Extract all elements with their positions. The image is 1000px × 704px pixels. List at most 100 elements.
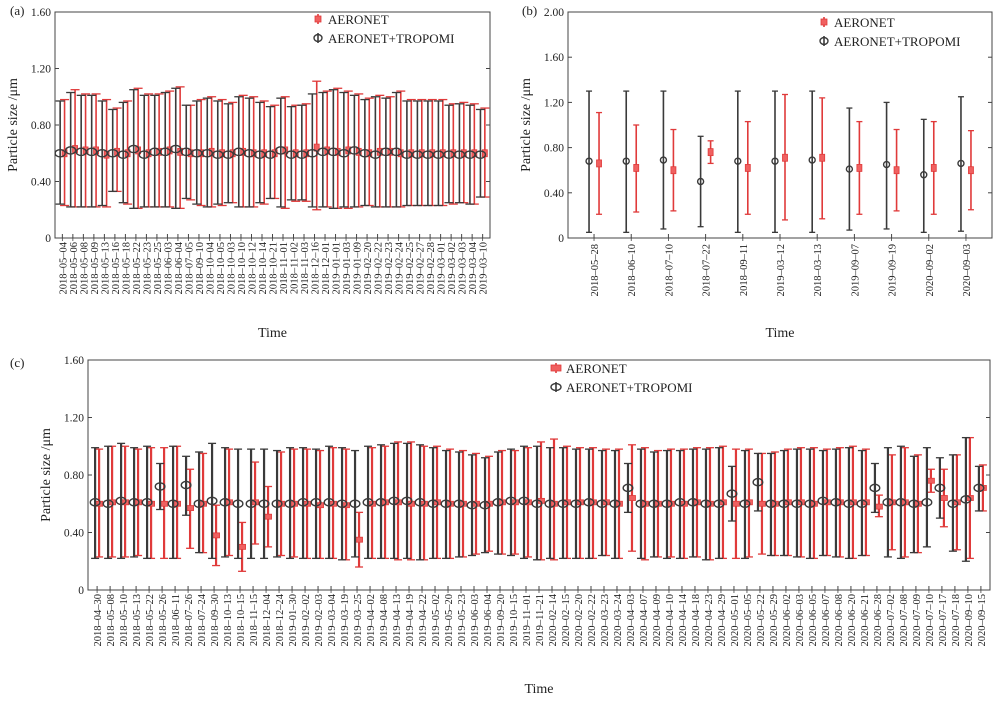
x-tick-label: 2019–02–02 — [301, 594, 312, 647]
legend-label-aeronet: AERONET — [566, 361, 627, 376]
marker-aeronet — [927, 477, 935, 484]
marker-aeronet-tropomi — [275, 146, 287, 155]
x-tick-label: 2020–09–10 — [964, 594, 975, 647]
x-tick-label: 2018–07–10 — [664, 244, 675, 297]
legend-label-aeronet-tropomi: AERONET+TROPOMI — [328, 31, 455, 46]
marker-aeronet-tropomi — [843, 499, 855, 509]
marker-aeronet-tropomi — [193, 499, 205, 509]
y-tick-label: 1.20 — [31, 64, 51, 76]
marker-aeronet — [875, 503, 883, 510]
x-tick-label: 2020–04–23 — [704, 594, 715, 647]
y-tick-label: 0.80 — [544, 143, 564, 155]
x-tick-label: 2018–05–13 — [132, 594, 143, 647]
marker-aeronet-tropomi — [232, 499, 244, 509]
marker-aeronet — [596, 159, 602, 168]
x-tick-label: 2019–02–20 — [363, 242, 374, 295]
marker-aeronet-tropomi — [622, 483, 634, 493]
marker-aeronet-tropomi — [89, 498, 101, 507]
marker-aeronet-tropomi — [271, 499, 283, 509]
marker-aeronet-tropomi — [336, 499, 348, 509]
marker-aeronet-tropomi — [102, 499, 114, 509]
x-tick-label: 2018–10–13 — [223, 594, 234, 647]
marker-aeronet-tropomi — [882, 160, 891, 169]
x-tick-label: 2018–05–25 — [153, 242, 164, 295]
x-tick-label: 2018–05–16 — [111, 242, 122, 295]
x-tick-label: 2019–02–24 — [395, 241, 406, 294]
marker-aeronet-tropomi — [106, 148, 119, 158]
x-tick-label: 2018–07–05 — [184, 242, 195, 295]
x-tick-label: 2019–09–07 — [850, 244, 861, 297]
x-tick-label: 2018–10–04 — [205, 241, 216, 294]
marker-aeronet-tropomi — [245, 499, 257, 509]
x-tick-label: 2018–12–01 — [321, 242, 332, 295]
marker-aeronet-tropomi — [771, 157, 779, 165]
legend: AERONET AERONET+TROPOMI — [550, 361, 693, 395]
x-tick-label: 2020–05–01 — [730, 594, 741, 647]
x-axis-label: Time — [258, 326, 287, 341]
marker-aeronet-tropomi — [585, 157, 593, 165]
marker-aeronet-tropomi — [957, 159, 965, 168]
panel-label: (a) — [10, 3, 24, 18]
marker-aeronet-tropomi — [258, 499, 270, 509]
x-tick-label: 2019–10–15 — [509, 594, 520, 647]
x-tick-label: 2020–04–14 — [678, 593, 689, 646]
x-tick-label: 2019–09–19 — [888, 244, 899, 297]
x-tick-label: 2019–02–28 — [426, 242, 437, 295]
x-tick-label: 2020–06–08 — [834, 594, 845, 647]
marker-aeronet — [238, 543, 246, 550]
legend-aeronet-marker — [820, 18, 828, 26]
x-tick-label: 2018–12–24 — [275, 593, 286, 646]
marker-aeronet-tropomi — [128, 498, 140, 507]
x-tick-label: 2020–04–10 — [665, 594, 676, 647]
marker-aeronet-tropomi — [427, 499, 439, 509]
x-tick-label: 2018–05–22 — [132, 242, 143, 295]
marker-aeronet-tropomi — [596, 499, 608, 509]
y-axis-label: Particle size /μm — [39, 428, 54, 522]
y-tick-label: 0 — [45, 233, 51, 245]
x-tick-label: 2018–05–18 — [121, 242, 132, 295]
marker-aeronet-tropomi — [219, 498, 231, 507]
x-tick-label: 2018–11–02 — [290, 242, 301, 294]
marker-aeronet-tropomi — [817, 496, 829, 506]
marker-aeronet-tropomi — [154, 482, 166, 491]
marker-aeronet-tropomi — [934, 483, 946, 493]
x-tick-label: 2019–03–04 — [327, 593, 338, 646]
marker-aeronet-tropomi — [765, 499, 777, 509]
x-tick-label: 2019–03–12 — [776, 244, 787, 297]
marker-aeronet-tropomi — [518, 496, 530, 506]
x-tick-label: 2018–09–30 — [210, 594, 221, 647]
marker-aeronet-tropomi — [635, 499, 647, 509]
x-tick-label: 2019–03–01 — [437, 242, 448, 295]
marker-aeronet-tropomi — [401, 496, 413, 506]
y-tick-label: 0.80 — [64, 470, 84, 482]
x-tick-label: 2018–04–30 — [93, 594, 104, 647]
legend-label-aeronet: AERONET — [834, 15, 895, 30]
marker-aeronet — [968, 166, 974, 175]
x-tick-label: 2019–06–03 — [470, 594, 481, 647]
y-axis-label: Particle size /μm — [6, 78, 21, 172]
x-tick-label: 2020–06–21 — [860, 594, 871, 647]
x-tick-label: 2020–04–09 — [652, 594, 663, 647]
marker-aeronet-tropomi — [659, 156, 668, 164]
y-tick-label: 1.60 — [544, 52, 564, 64]
panel-label: (b) — [522, 3, 537, 18]
marker-aeronet-tropomi — [117, 150, 129, 159]
x-tick-label: 2019–03–19 — [340, 594, 351, 647]
x-tick-label: 2018–05–08 — [79, 242, 90, 295]
x-tick-label: 2019–03–02 — [447, 242, 458, 295]
x-tick-label: 2020–09–03 — [962, 244, 973, 297]
series-aeronet-tropomi — [585, 90, 965, 234]
marker-aeronet-tropomi — [54, 148, 66, 158]
x-tick-label: 2018–05–04 — [58, 241, 69, 294]
panel-c: (c) 0 0.40 0.80 1.20 1.60 Particle size /μm 201… — [10, 355, 991, 697]
x-tick-label: 2019–01–30 — [288, 594, 299, 647]
x-tick-label: 2018–09–10 — [195, 242, 206, 295]
marker-aeronet-tropomi — [138, 150, 150, 159]
marker-aeronet-tropomi — [869, 483, 881, 493]
marker-aeronet-tropomi — [544, 499, 556, 509]
x-tick-label: 2020–05–05 — [743, 594, 754, 647]
marker-aeronet-tropomi — [159, 147, 171, 157]
marker-aeronet-tropomi — [306, 148, 319, 158]
marker-aeronet — [707, 148, 714, 157]
marker-aeronet-tropomi — [808, 156, 816, 164]
